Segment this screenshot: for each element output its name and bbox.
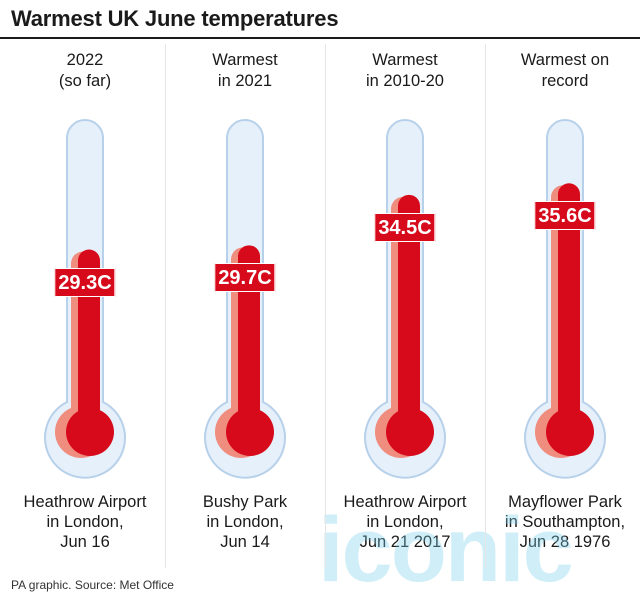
- location-label: Heathrow Airport in London, Jun 21 2017: [343, 493, 467, 551]
- value-label: 35.6C: [534, 201, 596, 231]
- value-label: 34.5C: [374, 212, 436, 242]
- mercury-bulb: [66, 408, 114, 456]
- chart-title: Warmest UK June temperatures: [11, 6, 339, 31]
- watermark-text: iconic: [318, 499, 574, 601]
- category-heading: 2022 (so far): [58, 51, 112, 90]
- mercury-column: [398, 194, 420, 432]
- category-heading: Warmest on record: [520, 51, 610, 90]
- thermometer-panel: Warmest in 2010-20 34.5C Heathrow Airport …: [330, 44, 480, 574]
- panel-divider: [165, 44, 166, 568]
- iconic-watermark: iconic: [318, 499, 574, 601]
- thermometer-panel: 2022 (so far) 29.3C Heathrow Airport in Lo…: [10, 44, 160, 574]
- source-note: PA graphic. Source: Met Office: [11, 578, 174, 592]
- thermometer-graphic: [364, 119, 446, 479]
- title-rule: [0, 37, 640, 39]
- location-label: Heathrow Airport in London, Jun 16: [23, 493, 147, 551]
- thermometer-panel: Warmest on record 35.6C Mayflower Park in …: [490, 44, 640, 574]
- mercury-bulb: [386, 408, 434, 456]
- category-heading: Warmest in 2021: [212, 51, 278, 90]
- thermometer-graphic: [204, 119, 286, 479]
- panel-divider: [325, 44, 326, 568]
- mercury-bulb: [546, 408, 594, 456]
- location-label: Mayflower Park in Southampton, Jun 28 19…: [504, 493, 626, 551]
- panel-divider: [485, 44, 486, 568]
- thermometer-panel: Warmest in 2021 29.7C Bushy Park in London…: [170, 44, 320, 574]
- mercury-bulb: [226, 408, 274, 456]
- value-label: 29.3C: [54, 267, 116, 297]
- value-label: 29.7C: [214, 263, 276, 293]
- category-heading: Warmest in 2010-20: [366, 51, 444, 90]
- location-label: Bushy Park in London, Jun 14: [202, 493, 288, 551]
- mercury-column: [558, 183, 580, 432]
- thermometer-graphic: [524, 119, 606, 479]
- thermometer-graphic: [44, 119, 126, 479]
